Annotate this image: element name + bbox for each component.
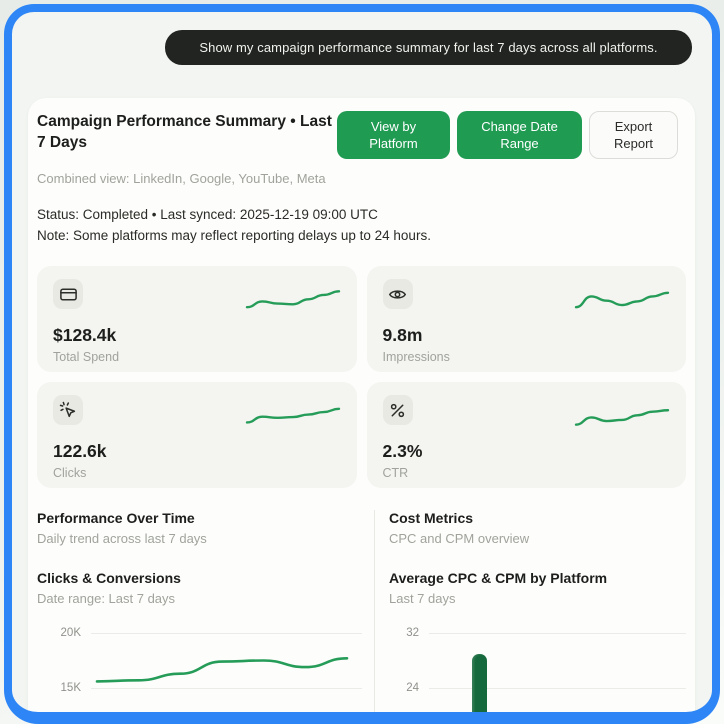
combined-view-subtitle: Combined view: LinkedIn, Google, YouTube… <box>37 171 326 186</box>
app-screen: Show my campaign performance summary for… <box>12 12 712 712</box>
note-line: Note: Some platforms may reflect reporti… <box>37 228 431 243</box>
export-report-button[interactable]: Export Report <box>589 111 678 159</box>
page-title: Campaign Performance Summary • Last 7 Da… <box>37 113 332 151</box>
kpi-label: CTR <box>382 466 409 480</box>
summary-card: Campaign Performance Summary • Last 7 Da… <box>28 98 695 712</box>
kpi-value: 2.3% <box>382 441 423 461</box>
header-actions: View by Platform Change Date Range Expor… <box>337 111 678 159</box>
total-spend-sparkline <box>245 290 340 309</box>
section-subtitle: CPC and CPM overview <box>389 531 530 546</box>
ctr-sparkline <box>574 409 670 426</box>
section-title: Cost Metrics <box>389 510 474 526</box>
status-block: Status: Completed • Last synced: 2025-12… <box>37 204 686 246</box>
change-date-range-button[interactable]: Change Date Range <box>457 111 582 159</box>
kpi-grid: $128.4k Total Spend 9.8m Impressions <box>37 266 686 488</box>
y-axis-tick: 20K <box>60 627 81 639</box>
credit-card-icon <box>53 279 83 309</box>
kpi-card-total-spend: $128.4k Total Spend <box>37 266 357 372</box>
kpi-label: Clicks <box>53 466 87 480</box>
chat-message-text: Show my campaign performance summary for… <box>199 40 658 55</box>
kpi-value: $128.4k <box>53 325 117 345</box>
kpi-label: Total Spend <box>53 350 120 364</box>
view-by-platform-button[interactable]: View by Platform <box>337 111 450 159</box>
impressions-sparkline <box>574 291 670 309</box>
kpi-card-clicks: 122.6k Clicks <box>37 382 357 488</box>
clicks-conversions-chart: 20K 15K <box>37 622 364 712</box>
section-subtitle: Daily trend across last 7 days <box>37 531 207 546</box>
gridline <box>429 633 686 634</box>
chart-subtitle: Date range: Last 7 days <box>37 591 176 606</box>
bottom-sections: Performance Over Time Daily trend across… <box>37 510 686 712</box>
card-header: Campaign Performance Summary • Last 7 Da… <box>37 111 686 159</box>
user-chat-message: Show my campaign performance summary for… <box>165 30 692 65</box>
status-line: Status: Completed • Last synced: 2025-12… <box>37 207 378 222</box>
chart-title: Clicks & Conversions <box>37 570 181 586</box>
gridline <box>91 688 362 689</box>
kpi-card-ctr: 2.3% CTR <box>366 382 686 488</box>
section-title: Performance Over Time <box>37 510 195 526</box>
chart-subtitle: Last 7 days <box>389 591 456 606</box>
y-axis-tick: 24 <box>406 682 419 694</box>
cursor-click-icon <box>53 395 83 425</box>
kpi-card-impressions: 9.8m Impressions <box>366 266 686 372</box>
y-axis-tick: 15K <box>60 682 81 694</box>
gridline <box>91 633 362 634</box>
kpi-value: 9.8m <box>382 325 423 345</box>
clicks-sparkline <box>245 407 340 424</box>
eye-icon <box>382 279 413 309</box>
kpi-value: 122.6k <box>53 441 107 461</box>
cpc-cpm-chart: 32 24 <box>389 622 686 712</box>
performance-section: Performance Over Time Daily trend across… <box>37 510 374 712</box>
percent-icon <box>382 395 413 425</box>
chart-title: Average CPC & CPM by Platform <box>389 570 608 586</box>
cost-metrics-section: Cost Metrics CPC and CPM overview Averag… <box>374 510 686 712</box>
gridline <box>429 688 686 689</box>
clicks-line-plot <box>95 657 349 683</box>
y-axis-tick: 32 <box>406 627 419 639</box>
kpi-label: Impressions <box>382 350 450 364</box>
cpc-bar <box>472 653 487 712</box>
